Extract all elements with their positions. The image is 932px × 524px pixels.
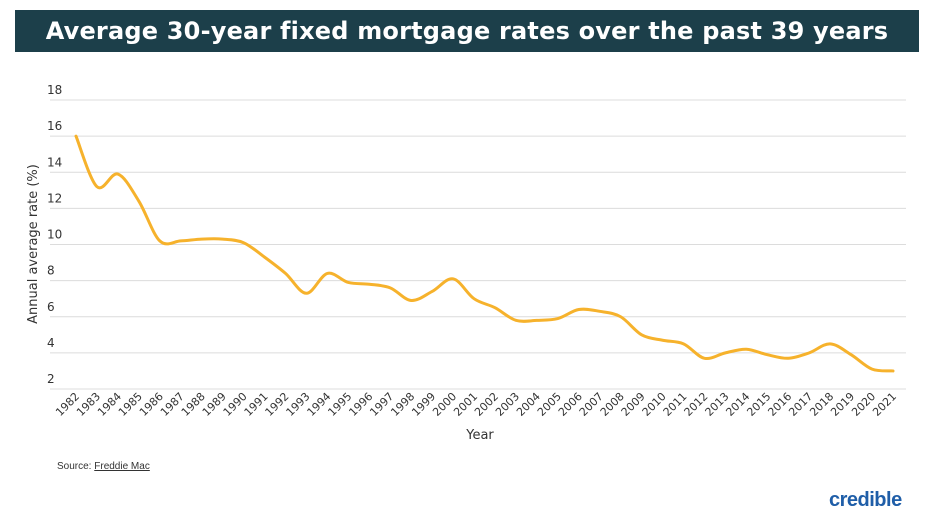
source-label: Source: — [57, 461, 92, 472]
y-axis-label: Annual average rate (%) — [26, 164, 41, 324]
y-tick-label: 10 — [47, 228, 62, 242]
x-tick-label: 2021 — [870, 390, 899, 419]
gridlines — [50, 99, 906, 390]
y-axis-ticks: 2 4 6 8 10 12 14 16 18 — [47, 83, 62, 386]
y-tick-label: 8 — [47, 264, 55, 278]
credible-logo: credible — [829, 489, 902, 511]
source-note: Source: Freddie Mac — [57, 461, 150, 472]
y-tick-label: 2 — [47, 372, 55, 386]
y-tick-label: 4 — [47, 336, 55, 350]
y-tick-label: 14 — [47, 155, 62, 169]
data-points — [75, 135, 895, 373]
source-link[interactable]: Freddie Mac — [94, 461, 150, 472]
chart-title: Average 30-year fixed mortgage rates ove… — [45, 17, 889, 45]
series-line — [74, 134, 895, 373]
y-tick-label: 12 — [47, 191, 62, 205]
y-tick-label: 18 — [47, 83, 62, 97]
title-banner: Average 30-year fixed mortgage rates ove… — [15, 10, 919, 52]
x-axis-label: Year — [465, 428, 494, 443]
y-tick-label: 6 — [47, 300, 55, 314]
x-axis-ticks: 1982198319841985198619871988198919901991… — [53, 390, 899, 419]
y-tick-label: 16 — [47, 119, 62, 133]
